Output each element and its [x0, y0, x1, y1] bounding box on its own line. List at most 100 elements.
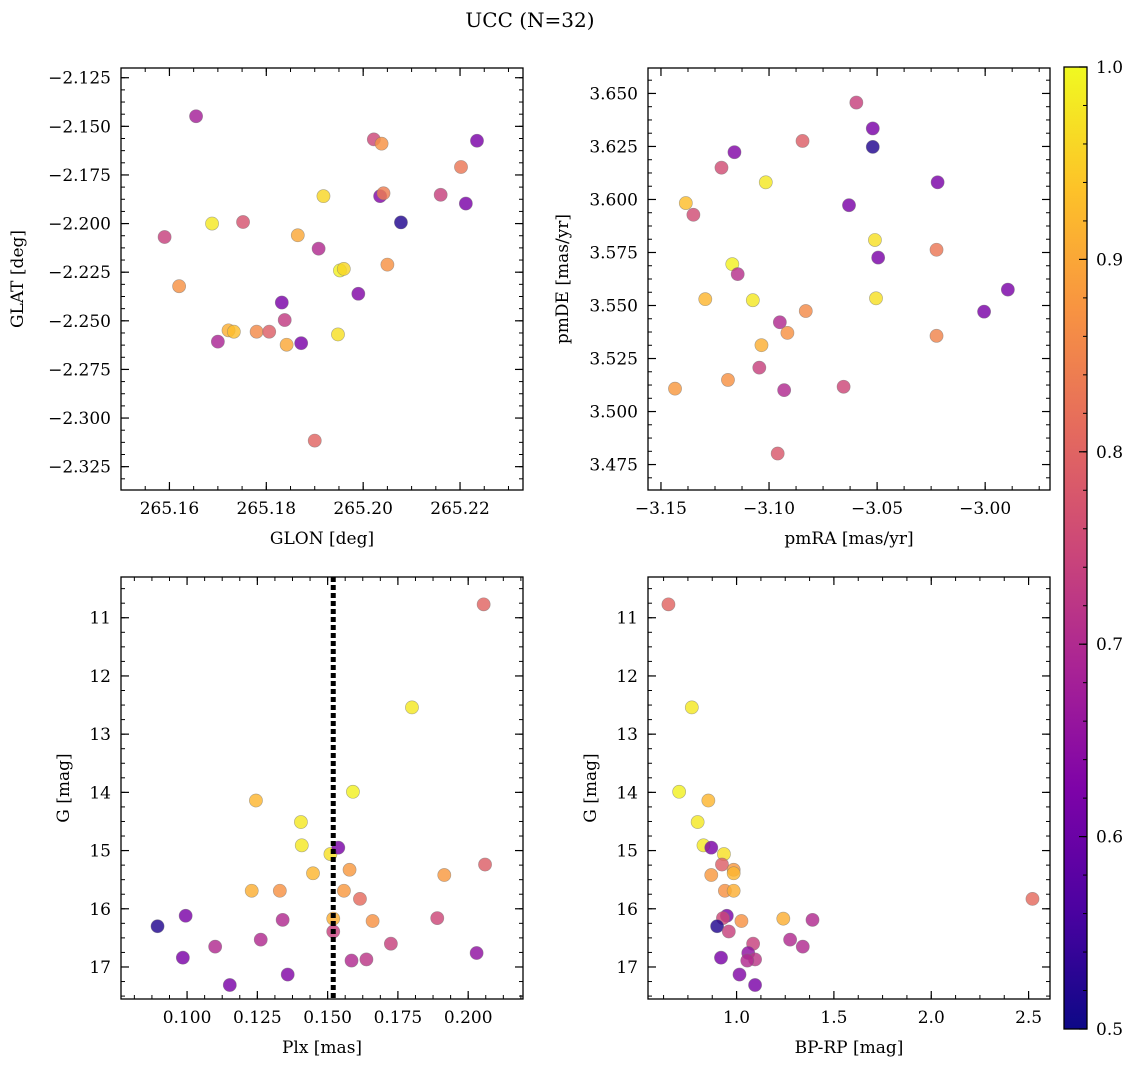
scatter-point: [721, 924, 736, 939]
scatter-point: [730, 267, 745, 282]
axes-frame: [647, 576, 1051, 1000]
x-tick-label: 1.5: [820, 1008, 847, 1028]
scatter-point: [253, 932, 268, 947]
scatter-point: [280, 967, 295, 982]
scatter-point: [871, 250, 886, 265]
scatter-points: [157, 109, 484, 448]
scatter-point: [758, 175, 773, 190]
y-tick-label: 3.625: [589, 137, 638, 157]
y-tick-label: 3.600: [589, 190, 638, 210]
x-tick-label: 0.100: [163, 1008, 212, 1028]
x-tick-label: 1.0: [723, 1008, 750, 1028]
scatter-point: [734, 914, 749, 928]
scatter-point: [704, 840, 719, 855]
scatter-point: [476, 597, 491, 612]
y-axis-label: pmDE [mas/yr]: [553, 214, 573, 344]
scatter-points: [668, 95, 1015, 461]
scatter-point: [262, 324, 277, 339]
scatter-point: [277, 313, 292, 327]
x-tick-label: 265.18: [237, 499, 296, 519]
scatter-point: [776, 911, 791, 926]
scatter-point: [172, 279, 187, 294]
y-tick-label: 14: [616, 783, 638, 803]
scatter-point: [279, 337, 294, 352]
y-tick-label: 12: [616, 667, 638, 687]
scatter-point: [745, 293, 760, 308]
scatter-point: [714, 950, 728, 965]
scatter-point: [359, 952, 374, 967]
y-axis-label: G [mag]: [581, 753, 601, 822]
scatter-point: [849, 95, 864, 110]
y-tick-label: −2.175: [48, 166, 111, 186]
scatter-point: [376, 186, 391, 201]
scatter-point: [175, 950, 190, 965]
scatter-point: [458, 196, 473, 211]
panel-plx-g: 0.100 0.125 0.150 0.175 0.200 11 12 13 14 15 16 17 P…: [54, 576, 524, 1058]
scatter-points: [150, 597, 492, 992]
scatter-point: [383, 936, 398, 951]
y-tick-label: −2.225: [48, 263, 111, 283]
scatter-point: [721, 373, 735, 387]
scatter-point: [868, 233, 882, 247]
axes-frame: [120, 576, 524, 1000]
scatter-point: [805, 912, 820, 927]
scatter-point: [678, 196, 693, 210]
scatter-point: [331, 327, 345, 342]
scatter-point: [929, 328, 944, 343]
scatter-point: [374, 136, 389, 151]
colorbar-tick-label: 0.7: [1096, 635, 1123, 655]
scatter-point: [929, 242, 944, 257]
scatter-point: [672, 784, 687, 799]
scatter-point: [236, 215, 250, 229]
scatter-point: [772, 315, 787, 330]
scatter-point: [715, 857, 729, 872]
scatter-point: [752, 360, 767, 375]
x-tick-label: −3.05: [851, 499, 903, 519]
scatter-point: [346, 784, 360, 799]
scatter-point: [380, 257, 395, 272]
x-tick-label: 265.16: [140, 499, 199, 519]
scatter-point: [249, 324, 264, 339]
y-tick-label: 3.550: [589, 297, 638, 317]
y-tick-label: 17: [616, 958, 638, 978]
scatter-point: [342, 862, 357, 877]
x-axis-label: GLON [deg]: [270, 529, 374, 549]
scatter-point: [394, 215, 408, 230]
colorbar-tick-label: 0.8: [1096, 443, 1123, 463]
scatter-point: [469, 946, 484, 960]
y-tick-label: 15: [616, 842, 638, 862]
scatter-point: [661, 597, 676, 612]
y-tick-label: 3.525: [589, 350, 638, 370]
scatter-point: [470, 133, 484, 148]
y-tick-label: −2.325: [48, 458, 111, 478]
scatter-point: [777, 383, 792, 398]
scatter-point: [668, 381, 682, 396]
y-tick-label: 14: [89, 783, 111, 803]
scatter-point: [690, 815, 705, 829]
scatter-point: [405, 700, 419, 715]
scatter-point: [189, 109, 203, 124]
scatter-point: [1000, 282, 1015, 297]
scatter-point: [732, 967, 747, 982]
scatter-point: [222, 978, 237, 992]
scatter-point: [430, 911, 445, 925]
y-tick-label: −2.200: [48, 215, 111, 235]
scatter-point: [274, 295, 289, 310]
scatter-point: [294, 838, 309, 853]
scatter-point: [795, 134, 810, 148]
scatter-point: [437, 868, 452, 882]
scatter-point: [726, 883, 741, 898]
scatter-point: [226, 324, 241, 339]
scatter-point: [433, 187, 448, 202]
scatter-point: [865, 121, 880, 136]
scatter-point: [836, 379, 851, 394]
y-tick-label: 11: [616, 609, 638, 629]
y-axis-label: G [mag]: [54, 753, 74, 822]
scatter-point: [770, 446, 785, 461]
scatter-point: [1025, 891, 1040, 906]
scatter-points: [661, 597, 1040, 992]
scatter-point: [208, 939, 223, 954]
scatter-point: [316, 189, 331, 204]
scatter-point: [714, 160, 729, 175]
